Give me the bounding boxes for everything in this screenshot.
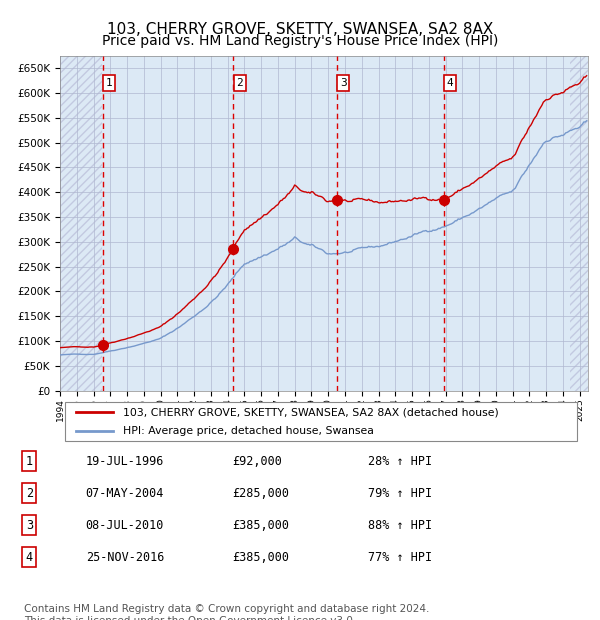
- Text: 3: 3: [340, 78, 347, 88]
- Text: 103, CHERRY GROVE, SKETTY, SWANSEA, SA2 8AX: 103, CHERRY GROVE, SKETTY, SWANSEA, SA2 …: [107, 22, 493, 37]
- Bar: [60, 56, 102, 391]
- Text: 2: 2: [26, 487, 33, 500]
- Text: 1: 1: [26, 454, 33, 467]
- Text: 88% ↑ HPI: 88% ↑ HPI: [368, 519, 432, 532]
- Text: HPI: Average price, detached house, Swansea: HPI: Average price, detached house, Swan…: [124, 426, 374, 436]
- Text: 1: 1: [106, 78, 112, 88]
- Text: 79% ↑ HPI: 79% ↑ HPI: [368, 487, 432, 500]
- Text: 28% ↑ HPI: 28% ↑ HPI: [368, 454, 432, 467]
- Text: 2: 2: [236, 78, 243, 88]
- Text: 08-JUL-2010: 08-JUL-2010: [86, 519, 164, 532]
- Bar: [60, 56, 106, 391]
- Text: 19-JUL-1996: 19-JUL-1996: [86, 454, 164, 467]
- Text: Price paid vs. HM Land Registry's House Price Index (HPI): Price paid vs. HM Land Registry's House …: [102, 34, 498, 48]
- Text: 103, CHERRY GROVE, SKETTY, SWANSEA, SA2 8AX (detached house): 103, CHERRY GROVE, SKETTY, SWANSEA, SA2 …: [124, 407, 499, 417]
- Text: £385,000: £385,000: [232, 551, 289, 564]
- Text: 3: 3: [26, 519, 33, 532]
- Text: 07-MAY-2004: 07-MAY-2004: [86, 487, 164, 500]
- FancyBboxPatch shape: [65, 402, 577, 441]
- Text: £385,000: £385,000: [232, 519, 289, 532]
- Bar: [570, 56, 596, 391]
- Text: Contains HM Land Registry data © Crown copyright and database right 2024.
This d: Contains HM Land Registry data © Crown c…: [24, 604, 430, 620]
- Text: 25-NOV-2016: 25-NOV-2016: [86, 551, 164, 564]
- Text: 4: 4: [26, 551, 33, 564]
- Text: 4: 4: [447, 78, 454, 88]
- Text: £285,000: £285,000: [232, 487, 289, 500]
- Text: 77% ↑ HPI: 77% ↑ HPI: [368, 551, 432, 564]
- Text: £92,000: £92,000: [232, 454, 282, 467]
